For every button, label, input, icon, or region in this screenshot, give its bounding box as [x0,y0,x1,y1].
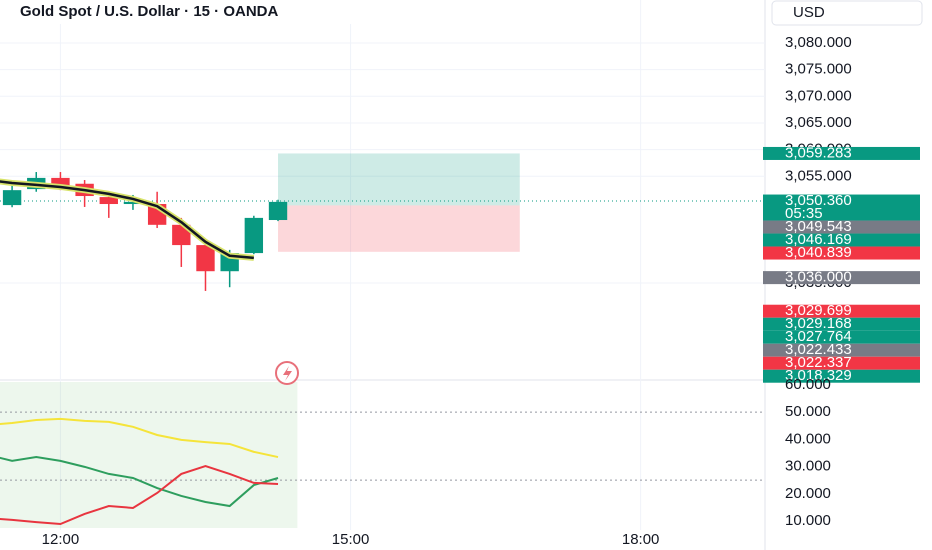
y-tick-label: 20.000 [785,485,831,502]
candle-body [99,197,118,205]
y-tick-label: 3,080.000 [785,34,852,51]
y-tick-label: 3,055.000 [785,167,852,184]
x-tick-label: 15:00 [332,531,370,548]
y-tick-label: 3,065.000 [785,114,852,131]
price-badge-label: 3,040.839 [785,244,852,261]
candle-body [2,190,22,206]
price-badge-label: 3,022.337 [785,354,852,371]
y-tick-label: 10.000 [785,512,831,529]
stop-zone [278,205,520,252]
y-tick-label: 3,075.000 [785,61,852,78]
price-badge-label: 3,022.433 [785,341,852,358]
highlight-zone [0,382,298,528]
price-badge-countdown: 05:35 [785,205,823,222]
price-badge-label: 3,050.360 [785,192,852,209]
candle-body [196,245,215,272]
candle-body [123,201,143,205]
price-badge [763,146,920,160]
price-badge-label: 3,059.283 [785,144,852,161]
candle-body [244,217,264,254]
price-badge [763,304,920,318]
price-badge [763,356,920,370]
candle-body [51,177,70,186]
y-tick-label: 50.000 [785,403,831,420]
price-badge [763,246,920,260]
chart-title: Gold Spot / U.S. Dollar · 15 · OANDA [20,3,279,20]
price-badge [763,317,920,331]
price-badge [763,343,920,357]
x-tick-label: 12:00 [42,531,80,548]
event-bolt [283,366,292,381]
y-tick-label: 40.000 [785,430,831,447]
y-tick-label: 60.000 [785,376,831,393]
event-icon[interactable] [275,361,299,385]
currency: USD [793,4,825,21]
y-tick-label: 30.000 [785,458,831,475]
indicator-line [0,456,279,508]
candle-body [172,224,191,246]
indicator-line [0,417,279,459]
price-badge-label: 3,018.329 [785,367,852,384]
title-bg [0,0,520,24]
price-badge [763,194,920,221]
price-badge [763,220,920,234]
price-badge [763,233,920,247]
indicator-line [0,464,279,526]
y-tick-label: 3,070.000 [785,87,852,104]
x-tick-label: 18:00 [622,531,660,548]
price-badge-label: 3,046.169 [785,231,852,248]
price-badge [763,271,920,285]
moving-average [0,180,254,260]
currency-box[interactable] [771,0,923,26]
price-badge-label: 3,049.543 [785,218,852,235]
price-badge-label: 3,029.699 [785,302,852,319]
price-badge-label: 3,036.000 [785,269,852,286]
candle-body [268,201,288,221]
price-badge-label: 3,027.764 [785,328,852,345]
price-badge [763,369,920,383]
price-badge [763,330,920,344]
price-badge-label: 3,029.168 [785,315,852,332]
target-zone [278,153,520,206]
